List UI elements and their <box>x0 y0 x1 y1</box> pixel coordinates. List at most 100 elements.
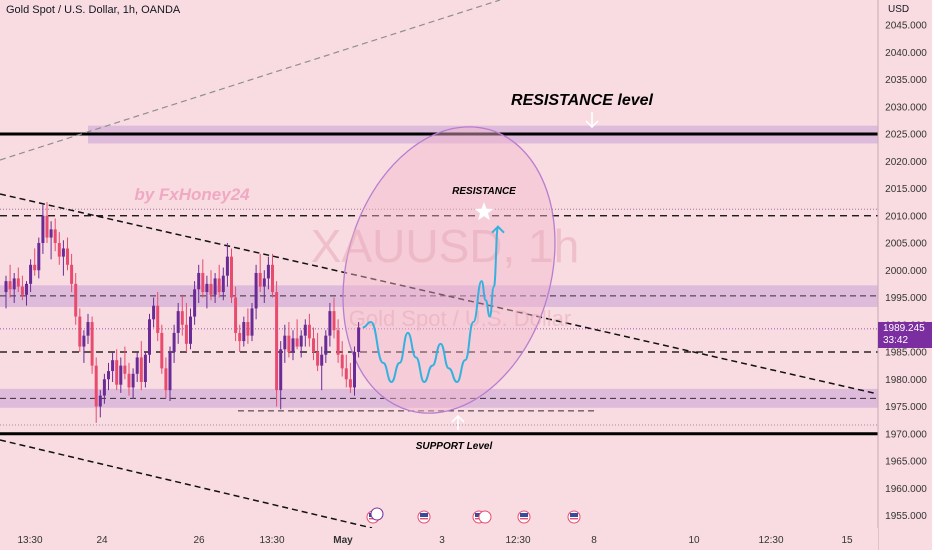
candle-body <box>287 335 291 352</box>
calendar-flag-stripe <box>570 518 578 520</box>
candle <box>111 352 115 382</box>
price-tick-label: 2020.000 <box>885 157 927 168</box>
calendar-flag-icon[interactable] <box>517 510 531 524</box>
candle-body <box>184 324 188 344</box>
candle <box>131 368 135 399</box>
candle <box>209 270 213 301</box>
candle-body <box>221 275 225 293</box>
candle-body <box>283 335 287 350</box>
candle <box>353 346 356 396</box>
calendar-flag-icon-extra[interactable] <box>370 507 384 521</box>
price-tick-label: 1975.000 <box>885 402 927 413</box>
candle-body <box>238 332 242 342</box>
bar-countdown: 33:42 <box>883 335 909 346</box>
candle <box>328 302 332 347</box>
candle <box>115 349 119 391</box>
candle-body <box>131 373 135 388</box>
price-tick-label: 1970.000 <box>885 429 927 440</box>
time-tick-label: 3 <box>439 535 445 546</box>
candle-body <box>201 272 205 293</box>
candle-body <box>295 338 299 347</box>
candle-body <box>156 305 160 333</box>
projection-path <box>362 225 499 383</box>
candle-body <box>25 283 28 295</box>
candle-body <box>20 286 24 295</box>
candle <box>242 316 246 347</box>
candle-body <box>344 368 348 380</box>
candle <box>221 267 225 301</box>
candle-body <box>152 305 156 320</box>
candle <box>41 204 45 254</box>
candle <box>180 294 184 336</box>
candle <box>266 256 270 290</box>
candle-body <box>135 357 139 374</box>
candle-body <box>258 272 262 287</box>
candle-body <box>234 297 238 333</box>
candle-body <box>86 322 90 336</box>
signature-text: by FxHoney24 <box>134 185 250 204</box>
candle <box>33 248 37 276</box>
price-axis[interactable] <box>878 0 932 550</box>
candle <box>230 248 233 303</box>
candle <box>66 237 69 271</box>
candle-body <box>119 365 123 385</box>
target-star-icon <box>474 202 494 221</box>
candle-body <box>217 278 221 293</box>
candle-body <box>94 365 98 407</box>
candle-body <box>172 332 176 352</box>
candle-body <box>33 264 37 271</box>
price-tick-label: 2000.000 <box>885 266 927 277</box>
time-tick-label: 24 <box>96 535 108 546</box>
candle-body <box>37 243 41 271</box>
calendar-flag-icon-extra[interactable] <box>478 510 492 524</box>
candle-body <box>246 322 250 336</box>
calendar-flag-icon[interactable] <box>417 510 431 524</box>
upper-trendline <box>0 0 501 161</box>
candle <box>246 308 250 344</box>
candle <box>29 259 33 293</box>
candle <box>291 330 295 361</box>
candle-body <box>193 289 197 317</box>
candle-body <box>123 365 127 374</box>
candle <box>152 297 156 328</box>
candle-body <box>16 278 20 287</box>
time-tick-label: 26 <box>193 535 205 546</box>
candle <box>143 352 147 388</box>
candle-body <box>148 319 151 355</box>
zone-band-3 <box>0 388 878 408</box>
calendar-flag-icon[interactable] <box>567 510 581 524</box>
projection-arrow-head <box>491 225 505 234</box>
candle <box>262 270 266 303</box>
candle-body <box>213 278 217 295</box>
candle <box>16 267 20 293</box>
time-axis[interactable] <box>0 528 878 550</box>
price-tick-label: 2030.000 <box>885 102 927 113</box>
candle <box>184 302 188 352</box>
candle <box>70 253 74 293</box>
candle <box>123 346 127 380</box>
candle-body <box>45 215 49 238</box>
last-price-badge: 1989.245 33:42 <box>878 322 932 348</box>
candle <box>279 341 283 410</box>
candle <box>332 297 336 339</box>
time-tick-label: 12:30 <box>505 535 530 546</box>
candle <box>53 218 57 252</box>
candle <box>217 264 221 298</box>
candle <box>57 232 61 265</box>
price-tick-label: 2005.000 <box>885 239 927 250</box>
candle <box>119 357 123 393</box>
candle-body <box>320 354 324 366</box>
candle-body <box>348 379 352 388</box>
descending-trendline <box>0 193 879 395</box>
candle-body <box>254 272 258 309</box>
price-tick-label: 1985.000 <box>885 348 927 359</box>
candle <box>316 332 320 372</box>
candle-body <box>49 229 53 238</box>
candle <box>254 264 258 320</box>
time-tick-label: 13:30 <box>17 535 42 546</box>
candle-body <box>90 322 94 366</box>
currency-label: USD <box>888 4 910 15</box>
candle <box>86 313 90 344</box>
candle <box>156 292 160 342</box>
